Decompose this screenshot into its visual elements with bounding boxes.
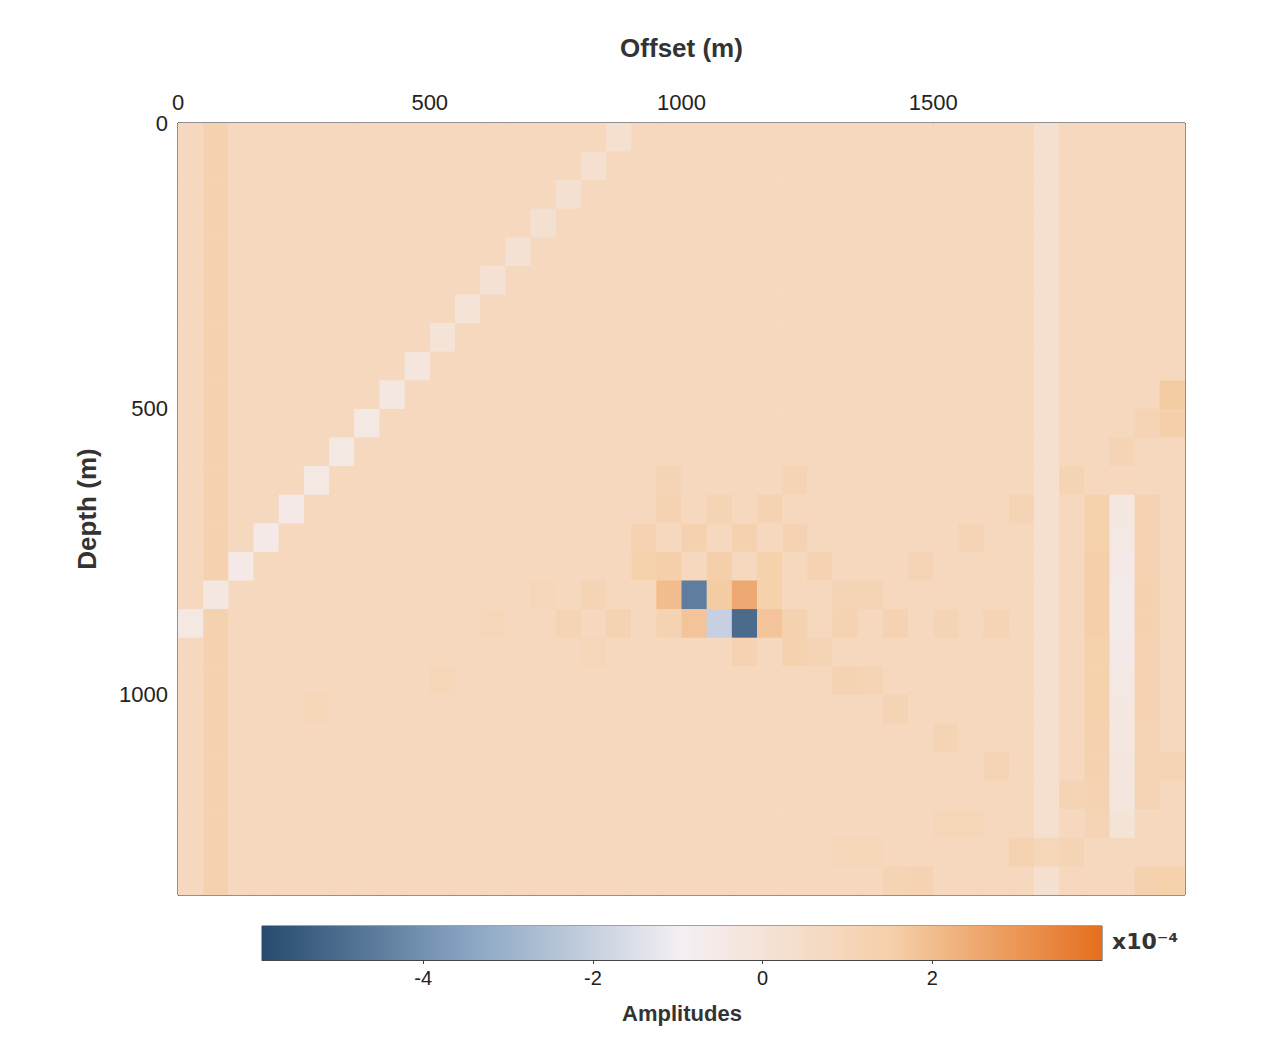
svg-text:2: 2: [927, 967, 938, 989]
svg-text:Offset (m): Offset (m): [620, 33, 743, 63]
svg-text:1000: 1000: [657, 90, 706, 115]
svg-text:0: 0: [757, 967, 768, 989]
svg-text:Depth (m): Depth (m): [72, 448, 102, 569]
svg-text:0: 0: [156, 111, 168, 136]
svg-text:x10⁻⁴: x10⁻⁴: [1112, 929, 1178, 954]
svg-text:-2: -2: [584, 967, 602, 989]
svg-text:Amplitudes: Amplitudes: [622, 1001, 742, 1026]
svg-text:1000: 1000: [119, 682, 168, 707]
svg-text:500: 500: [131, 396, 168, 421]
svg-text:500: 500: [411, 90, 448, 115]
svg-text:0: 0: [172, 90, 184, 115]
svg-text:1500: 1500: [909, 90, 958, 115]
svg-text:-4: -4: [414, 967, 432, 989]
